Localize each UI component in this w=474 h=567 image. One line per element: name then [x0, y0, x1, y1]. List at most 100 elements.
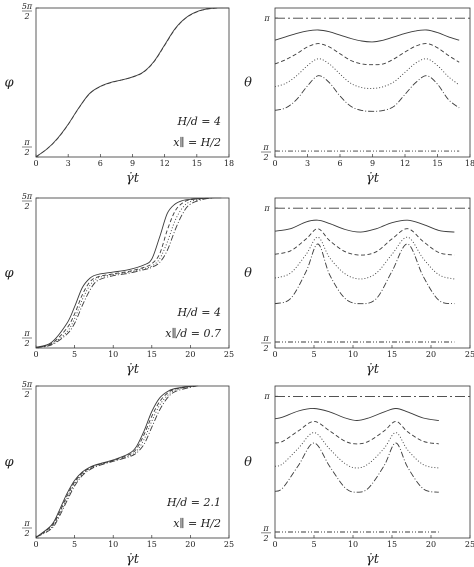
y-tick-label: π2	[261, 524, 271, 543]
x-tick-label: 0	[272, 540, 277, 549]
x-tick-label: 0	[33, 350, 38, 359]
x-axis-label: γ̇t	[366, 552, 380, 567]
y-tick-denominator: 2	[23, 339, 29, 348]
y-tick-denominator: 2	[23, 529, 29, 538]
panel-annotation: x∥ = H/2	[173, 136, 221, 149]
y-tick-label: 5π2	[22, 2, 33, 21]
x-tick-label: 5	[72, 350, 77, 359]
series-line-dash-dot	[35, 197, 222, 348]
series-line-dashed	[274, 43, 460, 66]
y-tick-numerator: π	[262, 143, 269, 152]
x-tick-label: 6	[337, 159, 342, 168]
x-tick-label: 6	[98, 159, 103, 168]
y-tick-numerator: π	[23, 329, 30, 338]
x-tick-label: 15	[147, 350, 157, 359]
series-line-dash-dot	[274, 75, 460, 112]
x-tick-label: 20	[426, 540, 436, 549]
x-tick-label: 0	[272, 350, 277, 359]
x-axis-label: γ̇t	[126, 171, 140, 186]
y-tick-numerator: π	[23, 519, 30, 528]
y-tick-label: π	[263, 14, 270, 23]
x-axis-label: γ̇t	[366, 362, 380, 377]
x-tick-label: 5	[311, 540, 316, 549]
series-line-solid	[274, 29, 460, 43]
series-line-solid	[35, 385, 199, 538]
y-tick-denominator: 2	[262, 153, 268, 162]
y-tick-numerator: 5π	[22, 192, 33, 201]
panel-annotation: x∥/d = 0.7	[165, 327, 221, 340]
series-line-solid	[274, 408, 439, 421]
panel-annotation: H/d = 4	[176, 115, 221, 128]
y-tick-label: π	[263, 204, 270, 213]
y-tick-label: π2	[22, 138, 32, 157]
x-tick-label: 15	[387, 350, 397, 359]
x-tick-label: 12	[160, 159, 170, 168]
series-line-dashed	[35, 197, 222, 348]
series-line-dash-dot	[274, 243, 455, 305]
series-line-dash-dot	[35, 385, 199, 538]
series-line-dotted	[274, 432, 439, 469]
x-tick-label: 0	[272, 159, 277, 168]
series-line-solid	[35, 197, 222, 348]
x-tick-label: 9	[130, 159, 135, 168]
x-tick-label: 18	[465, 159, 474, 168]
y-axis-label: φ	[4, 455, 14, 470]
x-tick-label: 10	[108, 540, 118, 549]
x-tick-label: 15	[192, 159, 202, 168]
y-tick-numerator: 5π	[22, 2, 33, 11]
x-tick-label: 12	[400, 159, 410, 168]
plot-frame	[274, 197, 471, 349]
y-tick-label: 5π2	[22, 380, 33, 399]
x-axis-label: γ̇t	[126, 362, 140, 377]
x-tick-label: 15	[387, 540, 397, 549]
y-tick-numerator: π	[262, 524, 269, 533]
y-tick-label: π2	[261, 143, 271, 162]
x-tick-label: 0	[33, 540, 38, 549]
y-tick-denominator: 2	[262, 344, 268, 353]
y-axis-label: θ	[244, 76, 252, 91]
series-line-dashed	[35, 7, 230, 158]
series-line-dotted	[274, 58, 460, 89]
panel-annotation: x∥ = H/2	[173, 517, 221, 530]
series-line-dotted	[35, 385, 199, 538]
panel-annotation: H/d = 2.1	[166, 496, 221, 509]
plot-frame	[35, 197, 230, 349]
y-tick-label: π2	[261, 334, 271, 353]
x-tick-label: 20	[185, 350, 195, 359]
y-tick-label: π2	[22, 329, 32, 348]
y-tick-denominator: 2	[262, 534, 268, 543]
y-tick-numerator: π	[262, 334, 269, 343]
x-tick-label: 10	[348, 350, 358, 359]
x-tick-label: 18	[224, 159, 234, 168]
y-tick-denominator: 2	[23, 12, 29, 21]
y-tick-numerator: 5π	[22, 380, 33, 389]
panel-annotation: H/d = 4	[176, 306, 221, 319]
x-tick-label: 25	[465, 540, 474, 549]
x-tick-label: 25	[224, 540, 234, 549]
plot-frame	[35, 7, 230, 158]
series-line-dotted	[274, 236, 455, 280]
y-axis-label: θ	[244, 266, 252, 281]
x-tick-label: 3	[305, 159, 310, 168]
y-axis-label: θ	[244, 455, 252, 470]
y-tick-denominator: 2	[23, 390, 29, 399]
x-tick-label: 3	[66, 159, 71, 168]
y-tick-numerator: π	[23, 138, 30, 147]
x-tick-label: 25	[224, 350, 234, 359]
plot-frame	[274, 385, 471, 539]
series-line-dashed	[274, 420, 439, 445]
plot-frame	[35, 385, 230, 539]
series-line-dashed	[274, 228, 455, 256]
x-tick-label: 20	[185, 540, 195, 549]
y-tick-label: π2	[22, 519, 32, 538]
x-axis-label: γ̇t	[366, 171, 380, 186]
x-tick-label: 5	[311, 350, 316, 359]
x-tick-label: 20	[426, 350, 436, 359]
series-line-dotted	[35, 197, 222, 348]
